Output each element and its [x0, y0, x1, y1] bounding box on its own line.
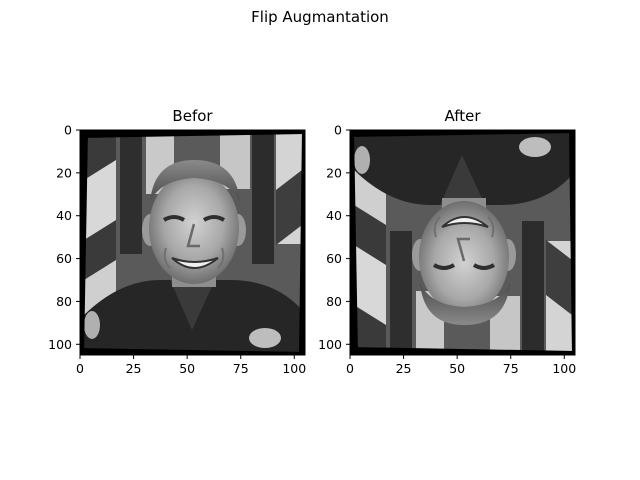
- x-tick-label: 50: [449, 361, 465, 376]
- x-tick-label: 25: [396, 361, 412, 376]
- y-tick-label: 60: [326, 251, 342, 266]
- x-tick-label: 100: [282, 361, 306, 376]
- y-tick-label: 100: [48, 337, 72, 352]
- x-axis: 0 25 50 75 100: [346, 355, 576, 376]
- y-tick-label: 80: [326, 294, 342, 309]
- x-tick-label: 75: [233, 361, 249, 376]
- axes-title: After: [444, 107, 481, 125]
- y-tick-label: 0: [334, 123, 342, 138]
- axes-title: Befor: [172, 107, 213, 125]
- figure-suptitle: Flip Augmantation: [251, 8, 389, 26]
- y-tick-label: 0: [64, 123, 72, 138]
- axes-after: After 0 25 50 75 100 0 20 40 60 80 100: [318, 107, 577, 376]
- y-tick-label: 100: [318, 337, 342, 352]
- axes-befor: Befor 0 25 50 75 100 0 20 40 60 80 100: [48, 107, 307, 376]
- axes-frame: [79, 129, 306, 356]
- face-image-flipped: [348, 128, 577, 357]
- x-axis: 0 25 50 75 100: [76, 355, 306, 376]
- x-tick-label: 75: [503, 361, 519, 376]
- face-image: [78, 128, 307, 357]
- y-axis: 0 20 40 60 80 100: [318, 123, 350, 352]
- x-tick-label: 50: [179, 361, 195, 376]
- y-tick-label: 80: [56, 294, 72, 309]
- y-tick-label: 60: [56, 251, 72, 266]
- x-tick-label: 100: [552, 361, 576, 376]
- y-axis: 0 20 40 60 80 100: [48, 123, 80, 352]
- y-tick-label: 40: [56, 208, 72, 223]
- x-tick-label: 25: [126, 361, 142, 376]
- x-tick-label: 0: [76, 361, 84, 376]
- axes-frame: [349, 129, 576, 356]
- x-tick-label: 0: [346, 361, 354, 376]
- y-tick-label: 20: [56, 165, 72, 180]
- y-tick-label: 40: [326, 208, 342, 223]
- y-tick-label: 20: [326, 165, 342, 180]
